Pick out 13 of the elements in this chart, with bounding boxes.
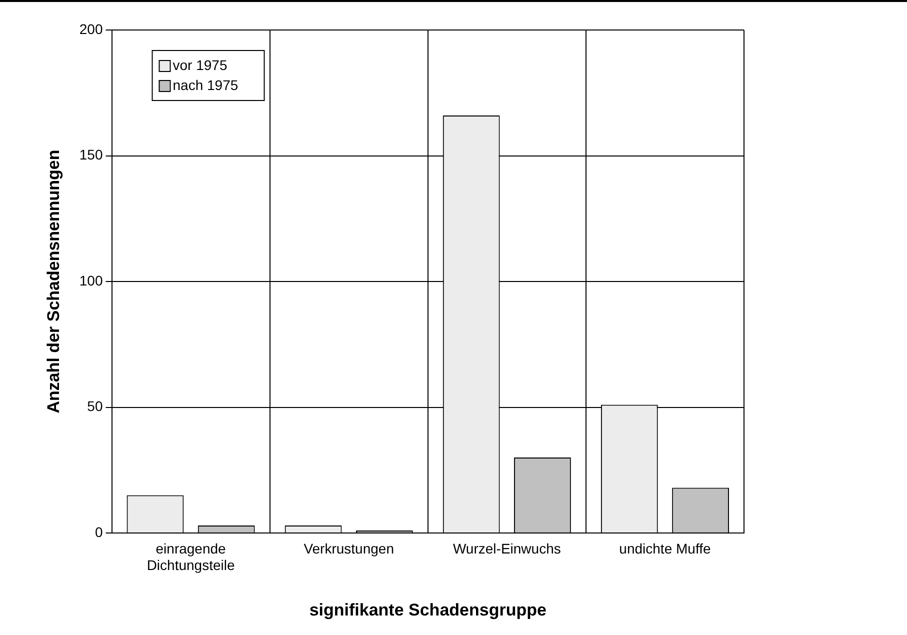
- legend-label: vor 1975: [172, 56, 228, 73]
- y-tick-label: 150: [79, 146, 103, 163]
- x-axis-title: signifikante Schadensgruppe: [309, 600, 546, 620]
- y-tick-label: 50: [87, 398, 103, 414]
- x-tick-label: Wurzel-Einwuchs: [452, 540, 561, 556]
- y-tick-label: 200: [79, 20, 103, 37]
- y-axis-title: Anzahl der Schadensnennungen: [44, 150, 63, 414]
- x-tick-label: einragende Dichtungsteile: [146, 540, 235, 574]
- x-tick-label: undichte Muffe: [619, 540, 711, 556]
- x-tick-label: Verkrustungen: [304, 540, 394, 556]
- legend-label: nach 1975: [172, 76, 238, 93]
- y-tick-label: 0: [94, 524, 103, 540]
- y-tick-label: 100: [79, 272, 103, 288]
